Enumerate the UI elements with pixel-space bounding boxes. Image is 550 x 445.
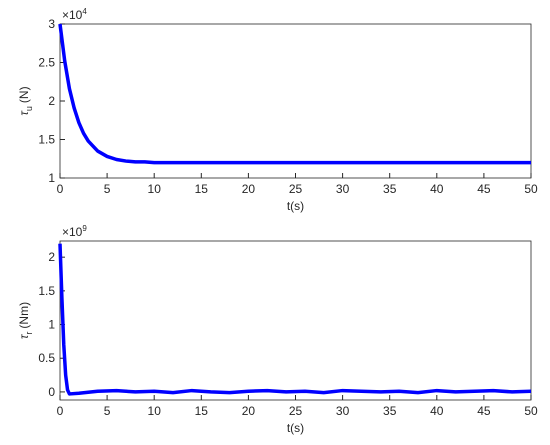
- x-tick-label: 15: [195, 182, 209, 196]
- x-tick-label: 50: [524, 404, 538, 418]
- x-tick-label: 0: [57, 404, 64, 418]
- y-label-symbol: τ: [17, 333, 31, 339]
- x-tick-label: 30: [336, 404, 350, 418]
- y-label-unit: (Nm): [17, 302, 31, 329]
- multiplier-exponent: 4: [82, 7, 87, 16]
- x-tick-label: 20: [242, 404, 256, 418]
- data-line: [58, 243, 532, 396]
- x-tick-label: 25: [289, 404, 303, 418]
- y-tick-label: 3: [48, 17, 55, 31]
- x-tick-label: 45: [477, 404, 491, 418]
- y-label-subscript: r: [24, 332, 34, 335]
- x-tick-label: 15: [195, 404, 209, 418]
- x-tick-label: 40: [430, 404, 444, 418]
- multiplier-base: ×10: [62, 8, 83, 22]
- y-tick-label: 2: [48, 250, 55, 264]
- y-tick-label: 1.5: [38, 284, 55, 298]
- y-label-subscript: u: [24, 106, 34, 111]
- data-line: [58, 23, 531, 165]
- x-tick-label: 35: [383, 182, 397, 196]
- y-axis-label: τu (N): [17, 86, 34, 115]
- x-tick-label: 45: [477, 182, 491, 196]
- y-label-unit: (N): [17, 86, 31, 103]
- y-label-symbol: τ: [17, 110, 31, 116]
- y-tick-label: 2.5: [38, 56, 55, 70]
- y-tick-label: 0.5: [38, 351, 55, 365]
- x-tick-label: 50: [524, 182, 538, 196]
- y-tick-label: 0: [48, 385, 55, 399]
- x-tick-label: 5: [104, 182, 111, 196]
- x-tick-label: 30: [336, 182, 350, 196]
- x-axis-label: t(s): [287, 199, 304, 213]
- x-axis-label: t(s): [287, 421, 304, 435]
- x-tick-label: 40: [430, 182, 444, 196]
- y-axis-label: τr (Nm): [17, 302, 34, 339]
- x-tick-label: 0: [57, 182, 64, 196]
- y-tick-label: 1: [48, 318, 55, 332]
- multiplier-base: ×10: [62, 225, 83, 239]
- y-multiplier: ×109: [62, 224, 87, 239]
- x-tick-label: 10: [148, 182, 162, 196]
- y-tick-label: 1.5: [38, 133, 55, 147]
- multiplier-exponent: 9: [82, 224, 87, 233]
- x-tick-label: 20: [242, 182, 256, 196]
- x-tick-label: 35: [383, 404, 397, 418]
- y-tick-label: 2: [48, 94, 55, 108]
- y-tick-label: 1: [48, 171, 55, 185]
- x-tick-label: 5: [104, 404, 111, 418]
- x-tick-label: 25: [289, 182, 303, 196]
- x-tick-label: 10: [148, 404, 162, 418]
- y-multiplier: ×104: [62, 7, 87, 22]
- axes-box: [59, 240, 532, 401]
- axes-box: [59, 23, 532, 179]
